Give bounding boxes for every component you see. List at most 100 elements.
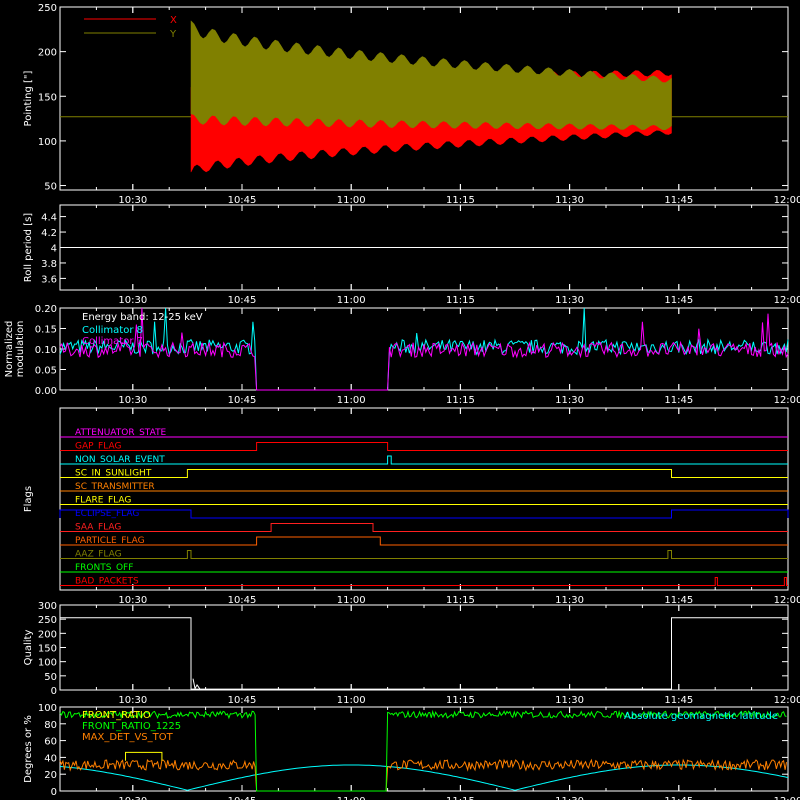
flag-label: NON_SOLAR_EVENT bbox=[75, 455, 165, 465]
x-tick-label: 12:00 bbox=[774, 695, 800, 706]
series-collimator-8 bbox=[59, 307, 789, 391]
flag-trace bbox=[60, 455, 788, 465]
x-tick-label: 12:00 bbox=[774, 395, 800, 406]
flag-bad-packets: BAD_PACKETS bbox=[60, 577, 788, 587]
flag-trace bbox=[60, 536, 788, 546]
legend-label: MAX_DET_VS_TOT bbox=[82, 732, 174, 743]
legend-label-x: X bbox=[170, 15, 177, 26]
x-tick-label: 11:00 bbox=[337, 796, 366, 800]
x-tick-label: 11:15 bbox=[446, 295, 475, 306]
legend-label: Collimator 7 bbox=[82, 336, 143, 347]
y-tick-label: 20 bbox=[44, 770, 57, 781]
flag-label: PARTICLE_FLAG bbox=[75, 536, 145, 546]
flag-label: ATTENUATOR_STATE bbox=[75, 428, 167, 438]
flag-particle-flag: PARTICLE_FLAG bbox=[60, 536, 788, 546]
flag-trace bbox=[60, 469, 788, 478]
x-tick-label: 11:15 bbox=[446, 395, 475, 406]
y-tick-label: 4.2 bbox=[41, 228, 57, 239]
geomagnetic-latitude-trace bbox=[59, 764, 789, 791]
flag-eclipse-flag: ECLIPSE_FLAG bbox=[59, 509, 789, 519]
y-tick-label: 0.00 bbox=[35, 386, 57, 397]
y-axis-label: Quality bbox=[23, 630, 34, 666]
y-tick-label: 60 bbox=[44, 737, 57, 748]
modulation-trace bbox=[59, 307, 789, 391]
x-tick-label: 11:30 bbox=[555, 796, 584, 800]
y-tick-label: 3.6 bbox=[41, 274, 57, 285]
x-tick-label: 11:15 bbox=[446, 595, 475, 606]
flag-sc-transmitter: SC_TRANSMITTER bbox=[60, 482, 788, 492]
y-tick-label: 100 bbox=[38, 137, 57, 148]
flag-label: AAZ_FLAG bbox=[75, 550, 122, 560]
x-tick-label: 12:00 bbox=[774, 595, 800, 606]
x-tick-label: 10:45 bbox=[228, 595, 257, 606]
energy-band-annotation: Energy band: 12-25 keV bbox=[82, 312, 203, 323]
x-tick-label: 11:45 bbox=[664, 595, 693, 606]
legend-label-latitude: Absolute geomagnetic latitude bbox=[624, 711, 778, 722]
x-tick-label: 11:45 bbox=[664, 395, 693, 406]
x-tick-label: 10:45 bbox=[228, 395, 257, 406]
flag-label: BAD_PACKETS bbox=[75, 577, 139, 587]
quality-trace bbox=[60, 617, 788, 690]
flag-aaz-flag: AAZ_FLAG bbox=[60, 550, 788, 560]
y-tick-label: 0 bbox=[51, 686, 57, 697]
y-tick-label: 0.20 bbox=[35, 304, 57, 315]
flag-label: SC_IN_SUNLIGHT bbox=[75, 469, 152, 479]
x-tick-label: 11:15 bbox=[446, 695, 475, 706]
legend-label: FRONT_RATIO_1225 bbox=[82, 721, 181, 732]
x-tick-label: 10:45 bbox=[228, 195, 257, 206]
y-tick-label: 100 bbox=[38, 658, 57, 669]
legend-label: Collimator 8 bbox=[82, 325, 143, 336]
y-axis-label: Flags bbox=[23, 486, 34, 512]
flag-saa-flag: SAA_FLAG bbox=[60, 523, 788, 533]
flag-fronts-off: FRONTS_OFF bbox=[60, 563, 788, 573]
x-tick-label: 10:30 bbox=[118, 796, 147, 800]
x-tick-label: 11:00 bbox=[337, 595, 366, 606]
x-tick-label: 10:45 bbox=[228, 295, 257, 306]
y-tick-label: 150 bbox=[38, 644, 57, 655]
x-tick-label: 11:00 bbox=[337, 195, 366, 206]
x-tick-label: 12:00 bbox=[774, 796, 800, 800]
flag-trace bbox=[60, 442, 788, 451]
y-tick-label: 0.05 bbox=[35, 366, 57, 377]
y-tick-label: 250 bbox=[38, 3, 57, 14]
y-tick-label: 40 bbox=[44, 753, 57, 764]
flag-gap-flag: GAP_FLAG bbox=[60, 442, 788, 452]
quality-spike bbox=[192, 678, 201, 691]
flag-label: SAA_FLAG bbox=[75, 523, 121, 533]
y-tick-label: 150 bbox=[38, 92, 57, 103]
x-tick-label: 11:45 bbox=[664, 695, 693, 706]
y-axis-label: modulation bbox=[15, 321, 26, 378]
y-tick-label: 50 bbox=[44, 182, 57, 193]
flag-flare-flag: FLARE_FLAG bbox=[60, 496, 788, 506]
x-tick-label: 10:30 bbox=[118, 595, 147, 606]
modulation-panel: 10:30 10:45 11:00 11:15 11:30 11:45 12:00 0.00 0… bbox=[4, 304, 800, 406]
y-tick-label: 300 bbox=[38, 601, 57, 612]
y-tick-label: 0.15 bbox=[35, 325, 57, 336]
x-tick-label: 10:45 bbox=[228, 695, 257, 706]
y-tick-label: 0.10 bbox=[35, 345, 57, 356]
max-det-vs-tot-trace bbox=[59, 758, 787, 792]
ratios-panel: 10:30 10:45 11:00 11:15 11:30 11:45 12:00 0 20 40… bbox=[23, 703, 800, 800]
x-tick-label: 12:00 bbox=[774, 295, 800, 306]
x-tick-label: 11:30 bbox=[555, 195, 584, 206]
flags-panel: 10:30 10:45 11:00 11:15 11:30 11:45 12:00 Flags… bbox=[23, 407, 800, 606]
y-tick-label: 4 bbox=[51, 244, 57, 255]
y-axis-label: Roll period [s] bbox=[23, 213, 34, 282]
y-axis-label: Degrees or % bbox=[23, 715, 34, 783]
flag-label: FLARE_FLAG bbox=[75, 496, 131, 506]
flag-trace bbox=[60, 550, 788, 559]
y-tick-label: 200 bbox=[38, 48, 57, 59]
y-axis-label: Pointing ["] bbox=[23, 70, 34, 126]
x-tick-label: 11:00 bbox=[337, 295, 366, 306]
x-tick-label: 11:30 bbox=[555, 395, 584, 406]
modulation-trace bbox=[59, 307, 789, 391]
pointing-panel: 10:30 10:45 11:00 11:15 11:30 11:45 12:00 50 100… bbox=[23, 3, 800, 206]
y-tick-label: 100 bbox=[38, 703, 57, 714]
legend-label-y: Y bbox=[169, 29, 177, 40]
front-ratio-1225-trace bbox=[59, 709, 787, 792]
flag-label: ECLIPSE_FLAG bbox=[75, 509, 139, 519]
x-tick-label: 11:45 bbox=[664, 796, 693, 800]
x-tick-label: 10:30 bbox=[118, 395, 147, 406]
flag-non-solar-event: NON_SOLAR_EVENT bbox=[60, 455, 788, 465]
